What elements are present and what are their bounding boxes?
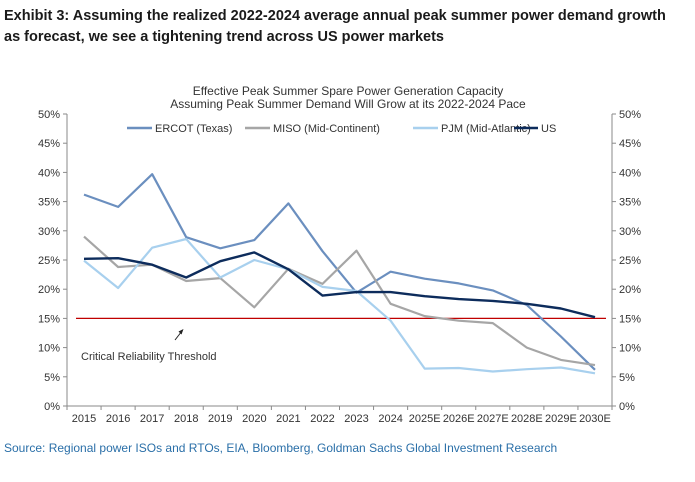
threshold-layer: Critical Reliability Threshold [76, 317, 606, 363]
x-tick-label: 2025E [409, 413, 441, 425]
y-tick-label-left: 20% [38, 284, 60, 296]
series-line-ercot-texas [83, 173, 596, 371]
y-tick-label-left: 50% [38, 109, 60, 121]
x-tick-label: 2019 [208, 413, 232, 425]
y-tick-label-right: 40% [619, 167, 641, 179]
y-tick-label-right: 20% [619, 284, 641, 296]
threshold-label: Critical Reliability Threshold [81, 351, 217, 363]
legend-label: PJM (Mid-Atlantic) [441, 123, 531, 135]
threshold-arrowhead [178, 329, 184, 335]
y-tick-label-left: 30% [38, 226, 60, 238]
chart-subtitle: Assuming Peak Summer Demand Will Grow at… [170, 97, 526, 111]
y-tick-label-right: 35% [619, 197, 641, 209]
y-tick-label-left: 15% [38, 313, 60, 325]
source-note: Source: Regional power ISOs and RTOs, EI… [4, 441, 558, 455]
x-tick-label: 2015 [72, 413, 96, 425]
x-tick-label: 2024 [378, 413, 402, 425]
legend-label: ERCOT (Texas) [155, 123, 232, 135]
legend-label: MISO (Mid-Continent) [273, 123, 380, 135]
axes: 0% 0% 5% 5% 10% 10% 15% 15% 20% 20% 25% 25% 30% 30% 35… [38, 109, 641, 425]
y-tick-label-left: 0% [44, 401, 60, 413]
y-tick-label-right: 0% [619, 401, 635, 413]
exhibit-title: Exhibit 3: Assuming the realized 2022-20… [4, 8, 666, 45]
x-tick-label: 2027E [477, 413, 509, 425]
legend-label: US [541, 123, 556, 135]
y-tick-label-left: 25% [38, 255, 60, 267]
y-tick-label-right: 30% [619, 226, 641, 238]
y-tick-label-right: 5% [619, 372, 635, 384]
x-tick-label: 2028E [511, 413, 543, 425]
series-line-miso-mid-continent [83, 235, 596, 367]
x-tick-label: 2026E [443, 413, 475, 425]
x-tick-label: 2029E [545, 413, 577, 425]
x-tick-label: 2023 [344, 413, 368, 425]
y-tick-label-right: 50% [619, 109, 641, 121]
series-layer [83, 173, 596, 375]
series-line-pjm-mid-atlantic [83, 237, 596, 375]
x-tick-label: 2016 [106, 413, 130, 425]
y-tick-label-left: 40% [38, 167, 60, 179]
x-tick-label: 2018 [174, 413, 198, 425]
series-line-us [83, 251, 596, 319]
legend: ERCOT (Texas) MISO (Mid-Continent) PJM (Mi… [127, 123, 556, 135]
x-tick-label: 2022 [310, 413, 334, 425]
x-tick-label: 2030E [579, 413, 611, 425]
x-tick-label: 2021 [276, 413, 300, 425]
y-tick-label-right: 15% [619, 313, 641, 325]
y-tick-label-right: 10% [619, 343, 641, 355]
x-tick-label: 2020 [242, 413, 266, 425]
y-tick-label-left: 10% [38, 343, 60, 355]
y-tick-label-left: 5% [44, 372, 60, 384]
y-tick-label-right: 45% [619, 138, 641, 150]
y-tick-label-right: 25% [619, 255, 641, 267]
y-tick-label-left: 35% [38, 197, 60, 209]
x-tick-label: 2017 [140, 413, 164, 425]
y-tick-label-left: 45% [38, 138, 60, 150]
chart-title: Effective Peak Summer Spare Power Genera… [193, 84, 504, 98]
